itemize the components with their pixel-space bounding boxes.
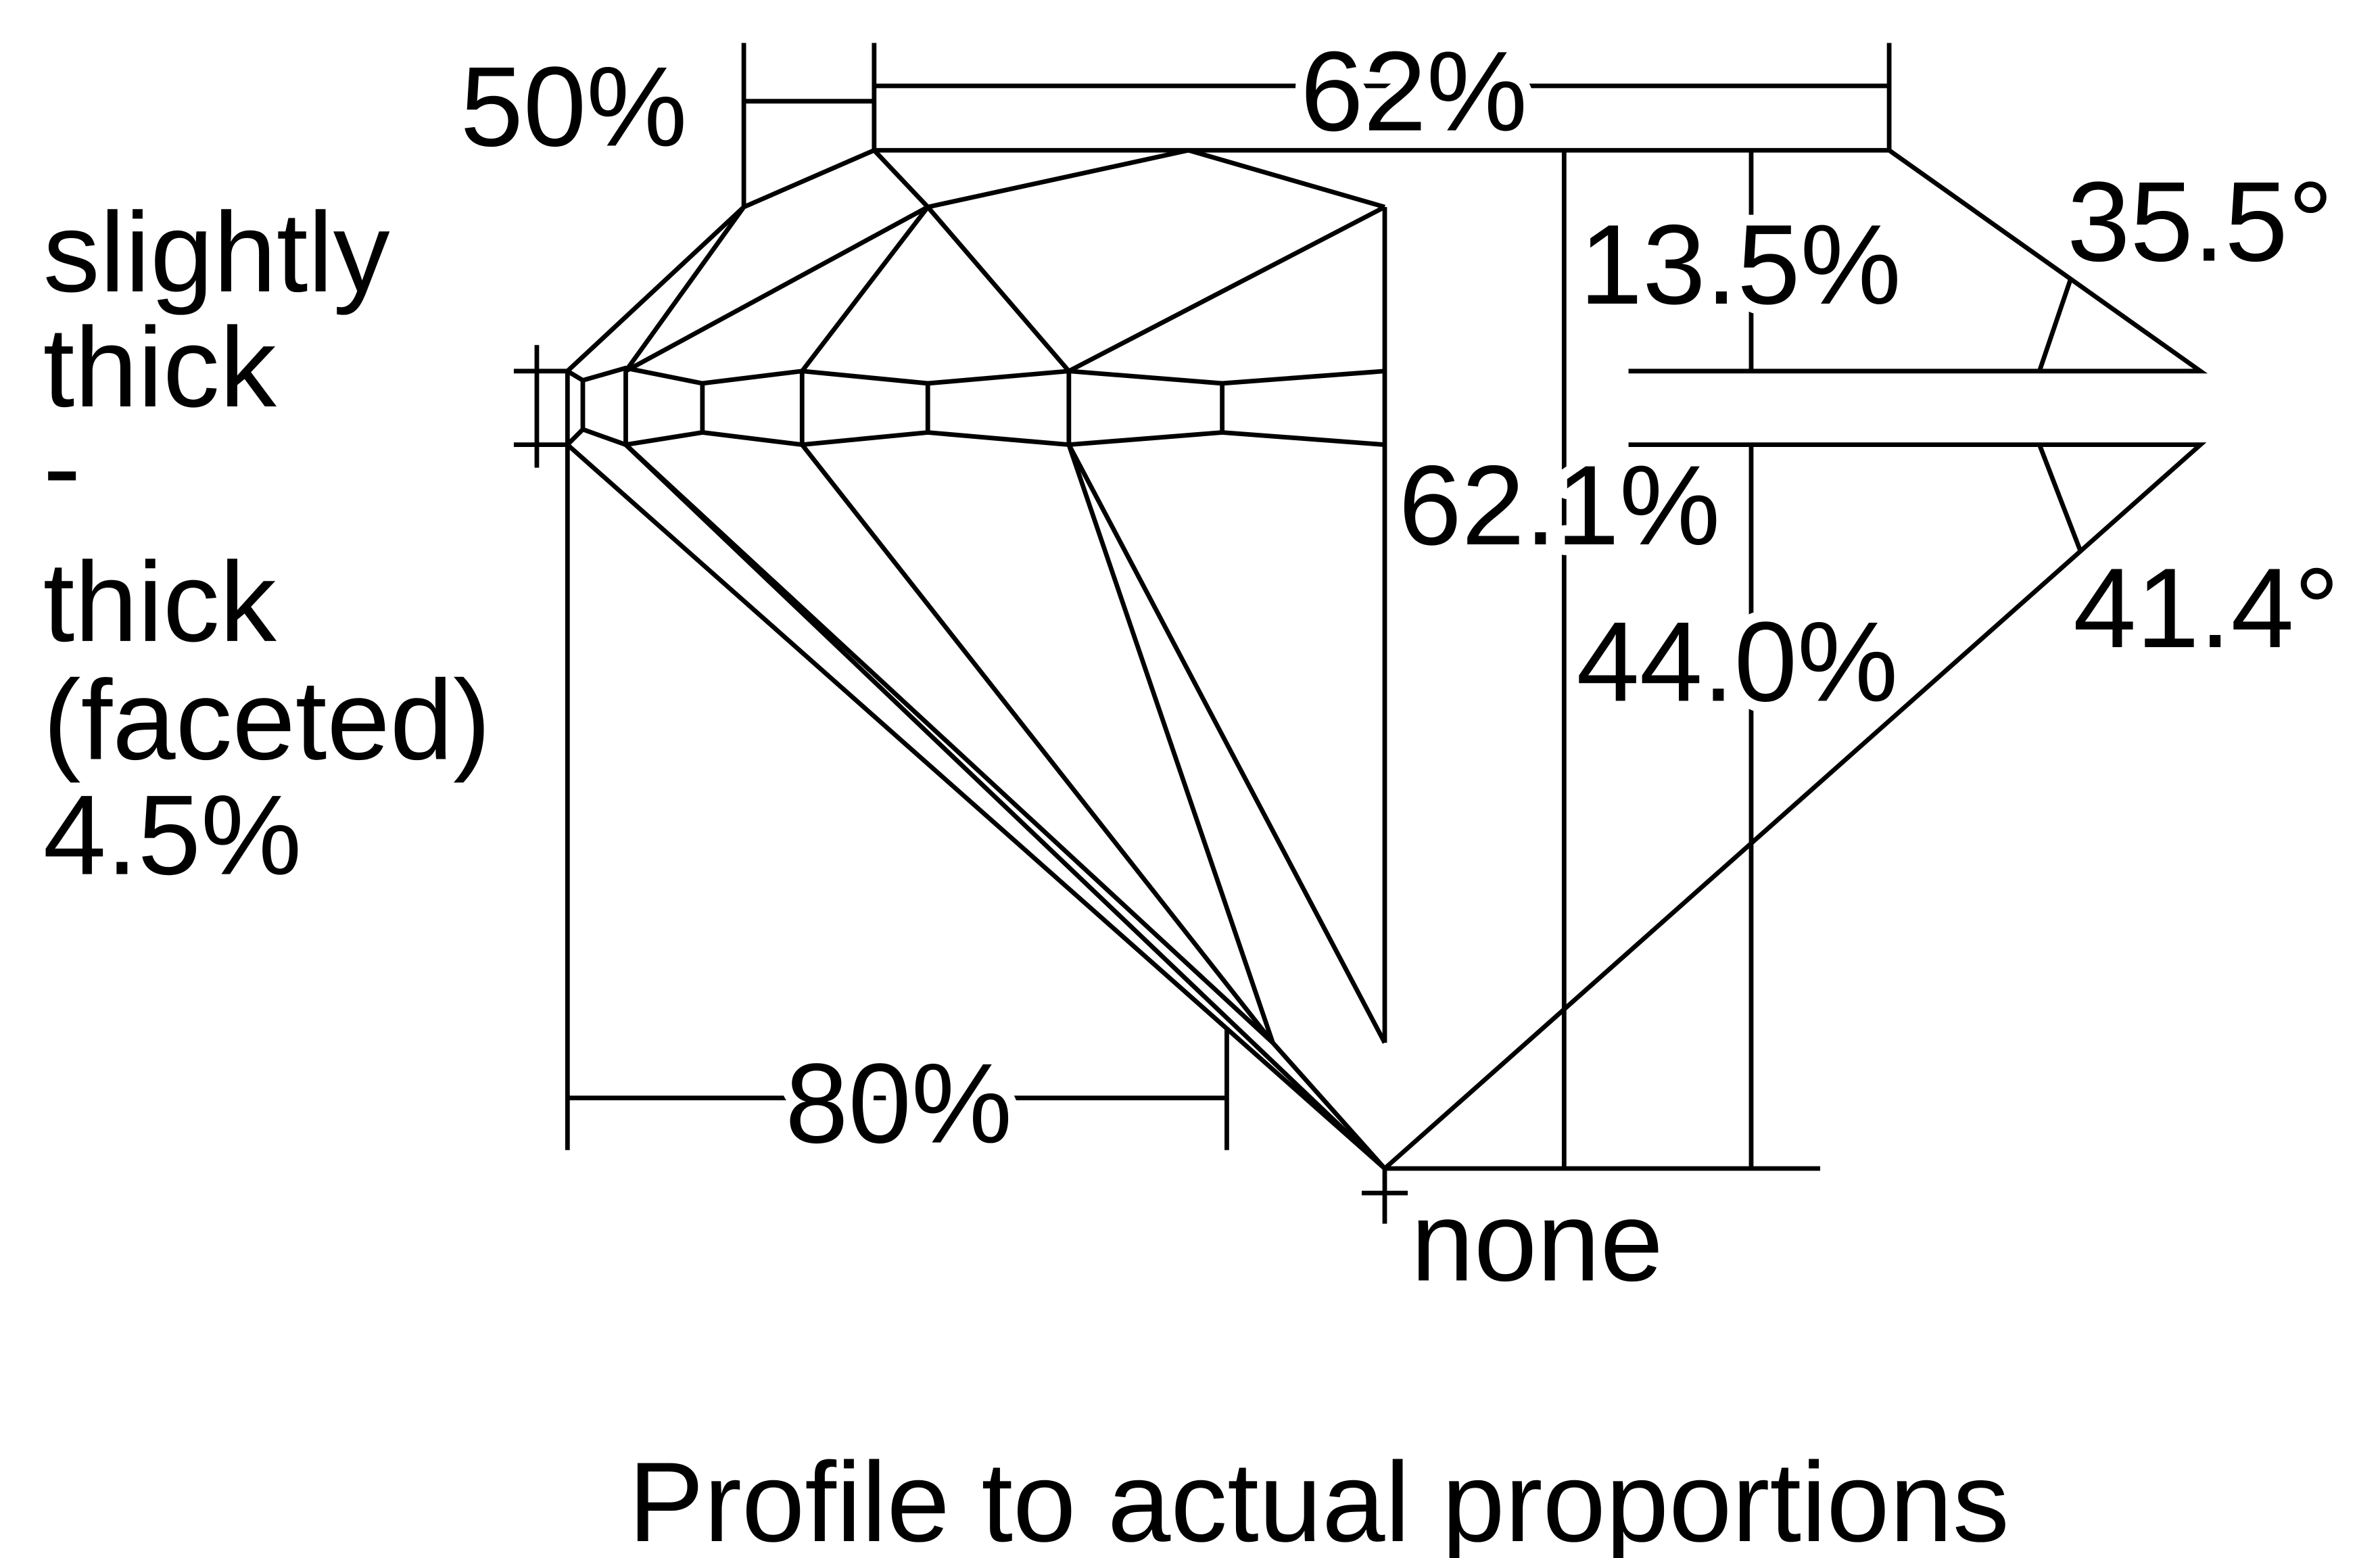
crown-angle-label: 35.5° bbox=[2067, 158, 2333, 285]
girdle-line: thick bbox=[43, 304, 277, 431]
total-depth-label: 62.1% bbox=[1398, 442, 1720, 569]
star-label: 50% bbox=[460, 43, 688, 170]
culet-label: none bbox=[1411, 1178, 1663, 1305]
caption: Profile to actual proportions bbox=[628, 1438, 2009, 1558]
table-label: 62% bbox=[1300, 28, 1527, 155]
pavilion-angle-label: 41.4° bbox=[2073, 544, 2339, 671]
girdle-line: (faceted) bbox=[43, 657, 491, 784]
diamond-drawing bbox=[513, 43, 2208, 1224]
crown-height-label: 13.5% bbox=[1579, 201, 1901, 328]
lower-half-label: 80% bbox=[785, 1039, 1012, 1166]
girdle-label: slightly thick - thick (faceted) 4.5% bbox=[32, 178, 502, 909]
girdle-line: 4.5% bbox=[43, 772, 302, 899]
girdle-line: thick bbox=[43, 538, 277, 665]
girdle-line: slightly bbox=[43, 189, 390, 316]
girdle-line: - bbox=[43, 403, 81, 530]
pavilion-depth-label: 44.0% bbox=[1576, 598, 1898, 725]
